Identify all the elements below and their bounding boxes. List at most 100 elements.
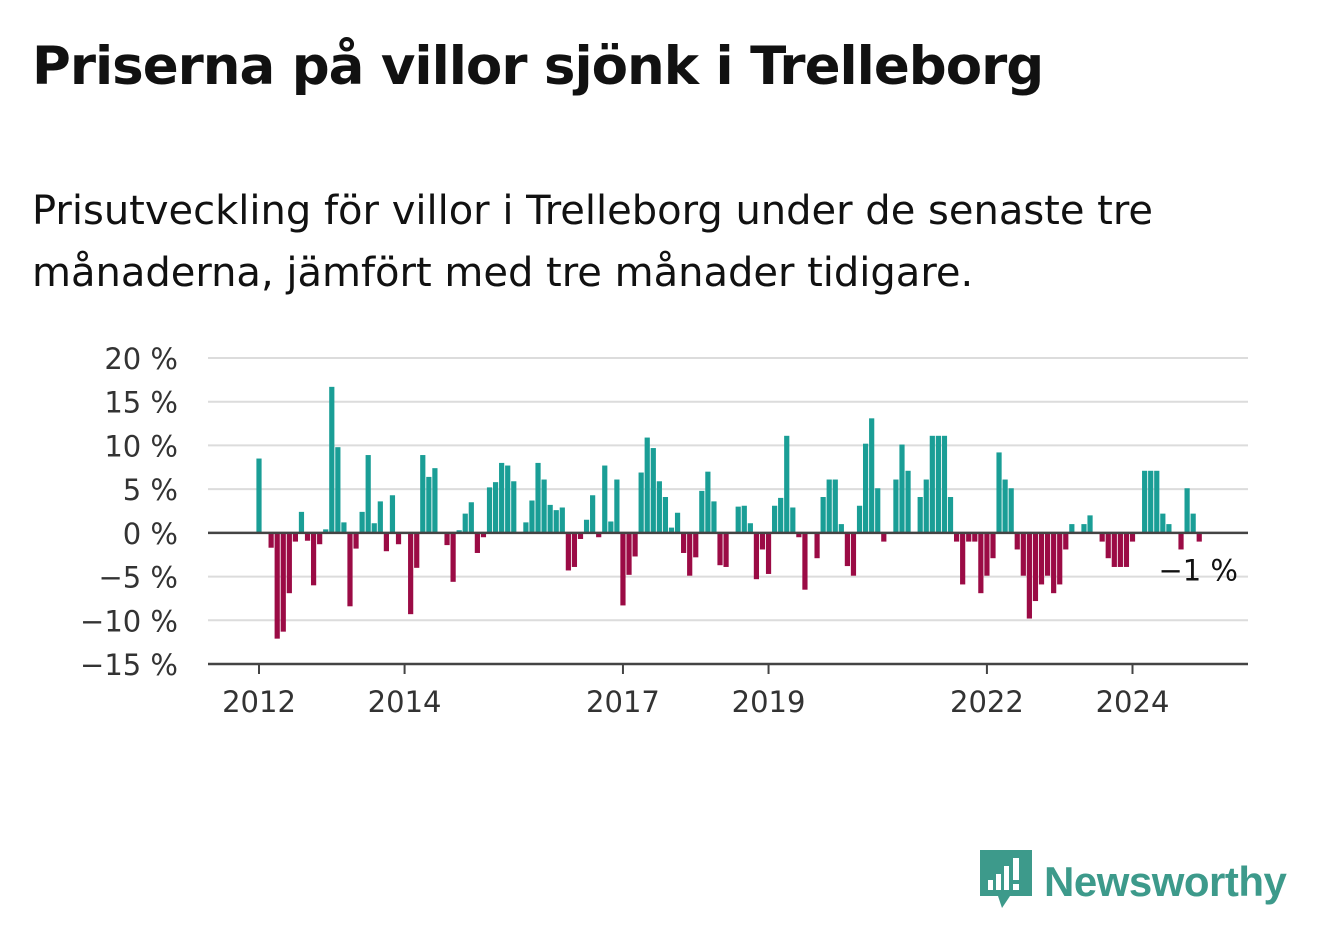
- bar: [863, 443, 869, 533]
- bar: [365, 455, 371, 533]
- bar: [256, 458, 262, 533]
- bar: [990, 532, 996, 559]
- bar: [298, 511, 305, 533]
- bar: [1087, 515, 1093, 533]
- bar: [923, 479, 929, 533]
- bar: [559, 507, 565, 533]
- bar: [529, 500, 535, 533]
- bar: [474, 532, 480, 553]
- bar: [414, 532, 420, 568]
- bar: [1166, 524, 1172, 533]
- bar: [341, 522, 347, 533]
- bar: [978, 532, 984, 594]
- x-tick-label: 2014: [368, 685, 442, 719]
- bar: [274, 532, 280, 639]
- bar: [953, 532, 960, 542]
- bar: [347, 532, 353, 607]
- bar: [644, 437, 650, 533]
- bar: [850, 532, 857, 576]
- bar: [1032, 532, 1039, 602]
- bar: [1014, 532, 1020, 550]
- bar: [553, 510, 559, 533]
- bar: [1117, 532, 1123, 567]
- bar: [620, 532, 626, 606]
- bar: [353, 532, 359, 549]
- x-tick-label: 2022: [950, 685, 1024, 719]
- bar: [747, 523, 753, 533]
- bar: [565, 532, 571, 571]
- bar: [1111, 532, 1117, 567]
- bar: [577, 532, 584, 539]
- bar: [268, 532, 274, 548]
- bar: [608, 521, 614, 533]
- bar: [1190, 513, 1196, 533]
- bar: [935, 435, 941, 533]
- bar: [832, 479, 838, 533]
- bar: [711, 501, 717, 533]
- bar: [432, 468, 438, 533]
- bar: [462, 513, 468, 533]
- bar: [1129, 532, 1136, 542]
- bar: [753, 532, 760, 580]
- bar: [480, 532, 487, 538]
- bar: [917, 497, 923, 533]
- bar: [681, 532, 687, 553]
- bar: [329, 386, 335, 533]
- bar: [905, 470, 911, 533]
- bar: [1044, 532, 1051, 576]
- bar: [826, 479, 832, 533]
- bar: [1057, 532, 1063, 585]
- bar: [796, 532, 802, 538]
- bar: [505, 465, 511, 533]
- bar: [408, 532, 414, 615]
- bar: [814, 532, 820, 559]
- x-tick-label: 2019: [732, 685, 806, 719]
- bar: [1099, 532, 1105, 542]
- bar: [596, 532, 602, 538]
- bar: [1160, 513, 1166, 533]
- bar: [929, 435, 935, 533]
- y-tick-label: 0 %: [123, 517, 178, 551]
- x-tick-label: 2024: [1096, 685, 1170, 719]
- y-tick-label: 5 %: [123, 473, 178, 507]
- bar: [383, 532, 389, 552]
- bar: [1178, 532, 1184, 550]
- bar: [875, 488, 881, 533]
- bar: [869, 418, 875, 533]
- bar: [844, 532, 850, 567]
- bar: [856, 505, 863, 533]
- bar: [286, 532, 292, 594]
- last-value-label: −1 %: [1158, 554, 1238, 588]
- chart-title: Priserna på villor sjönk i Trelleborg: [32, 36, 1044, 97]
- bar: [583, 519, 590, 533]
- bar: [699, 490, 705, 533]
- bar: [741, 505, 747, 533]
- bar: [1002, 479, 1008, 533]
- y-tick-label: −10 %: [80, 604, 178, 638]
- bar: [626, 532, 632, 575]
- y-tick-label: 10 %: [104, 429, 178, 463]
- bar: [1105, 532, 1111, 559]
- bar: [1123, 532, 1130, 567]
- bar: [541, 479, 547, 533]
- bar: [614, 479, 620, 533]
- bar: [790, 507, 796, 533]
- bar: [317, 532, 323, 545]
- bar: [304, 532, 311, 541]
- bar-chart: 20 % 15 % 10 % 5 % 0 % −5 % −10 % −15 % 2012 2014…: [80, 342, 1248, 719]
- bar: [656, 481, 662, 533]
- chart-subtitle: Prisutveckling för villor i Trelleborg u…: [32, 188, 1154, 296]
- y-tick-label: 20 %: [104, 342, 178, 376]
- bar: [638, 472, 644, 533]
- bar: [1196, 532, 1202, 542]
- brand-logo[interactable]: Newsworthy: [980, 850, 1287, 914]
- bar: [650, 448, 656, 533]
- bar: [972, 532, 978, 542]
- bar: [1026, 532, 1032, 619]
- bar: [838, 524, 844, 533]
- bar: [717, 532, 723, 566]
- bar: [444, 532, 450, 546]
- bar: [820, 497, 826, 533]
- bar: [759, 532, 766, 550]
- bar: [1081, 524, 1087, 533]
